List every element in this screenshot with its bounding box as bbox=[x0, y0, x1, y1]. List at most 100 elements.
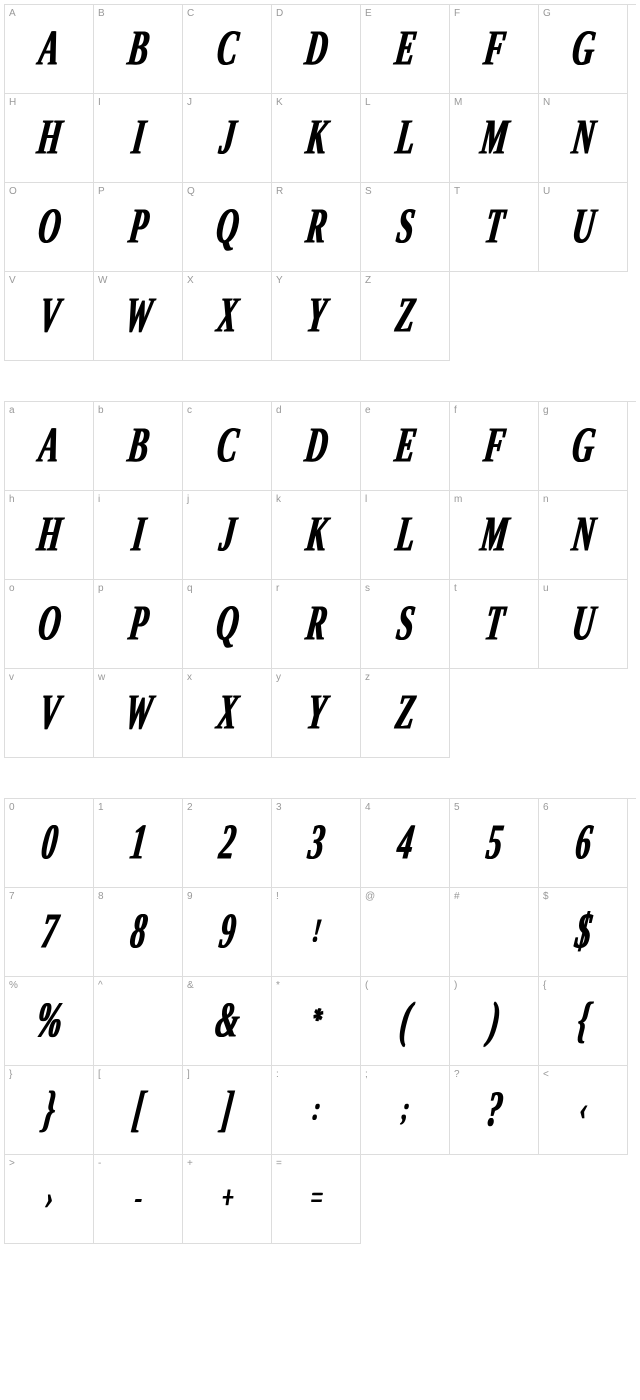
glyph-cell: :: bbox=[272, 1066, 361, 1155]
glyph-cell: LL bbox=[361, 94, 450, 183]
glyph-cell: 00 bbox=[5, 799, 94, 888]
cell-glyph: V bbox=[11, 263, 87, 369]
glyph-cell bbox=[361, 1155, 450, 1244]
glyph-cell: oO bbox=[5, 580, 94, 669]
glyph-cell: 99 bbox=[183, 888, 272, 977]
cell-label: 6 bbox=[543, 802, 549, 813]
cell-label: % bbox=[9, 980, 18, 991]
glyph-cell: %% bbox=[5, 977, 94, 1066]
glyph-cell: >› bbox=[5, 1155, 94, 1244]
cell-label: v bbox=[9, 672, 14, 683]
glyph-cell: 22 bbox=[183, 799, 272, 888]
glyph-cell: lL bbox=[361, 491, 450, 580]
glyph-cell: JJ bbox=[183, 94, 272, 183]
glyph-cell: vV bbox=[5, 669, 94, 758]
cell-label: ! bbox=[276, 891, 279, 902]
cell-glyph: Y bbox=[278, 263, 354, 369]
cell-label: 3 bbox=[276, 802, 282, 813]
glyph-cell: # bbox=[450, 888, 539, 977]
cell-label: $ bbox=[543, 891, 549, 902]
cell-label: Y bbox=[276, 275, 283, 286]
cell-label: S bbox=[365, 186, 372, 197]
glyph-cell: 66 bbox=[539, 799, 628, 888]
cell-label: p bbox=[98, 583, 104, 594]
cell-label: M bbox=[454, 97, 462, 108]
glyph-cell: YY bbox=[272, 272, 361, 361]
glyph-cell bbox=[450, 669, 539, 758]
cell-label: a bbox=[9, 405, 15, 416]
cell-label: ) bbox=[454, 980, 457, 991]
glyph-cell: @ bbox=[361, 888, 450, 977]
glyph-cell: XX bbox=[183, 272, 272, 361]
cell-label: ^ bbox=[98, 980, 103, 991]
glyph-cell: {{ bbox=[539, 977, 628, 1066]
glyph-cell: FF bbox=[450, 5, 539, 94]
cell-label: B bbox=[98, 8, 105, 19]
cell-label: - bbox=[98, 1158, 101, 1169]
cell-glyph: U bbox=[545, 174, 621, 280]
glyph-cell: 44 bbox=[361, 799, 450, 888]
cell-label: { bbox=[543, 980, 546, 991]
cell-label: Q bbox=[187, 186, 195, 197]
glyph-cell: xX bbox=[183, 669, 272, 758]
cell-label: h bbox=[9, 494, 15, 505]
glyph-cell bbox=[450, 272, 539, 361]
cell-label: k bbox=[276, 494, 281, 505]
cell-label: > bbox=[9, 1158, 15, 1169]
cell-label: = bbox=[276, 1158, 282, 1169]
cell-label: ? bbox=[454, 1069, 460, 1080]
glyph-cell: hH bbox=[5, 491, 94, 580]
cell-label: N bbox=[543, 97, 550, 108]
symbols-grid: 00112233445566778899!!@#$$%%^&&**(()){{}… bbox=[4, 798, 636, 1244]
cell-glyph: T bbox=[456, 571, 532, 677]
cell-label: t bbox=[454, 583, 457, 594]
cell-label: & bbox=[187, 980, 194, 991]
cell-glyph: W bbox=[100, 660, 176, 766]
cell-label: 8 bbox=[98, 891, 104, 902]
glyph-cell: aA bbox=[5, 402, 94, 491]
glyph-cell: CC bbox=[183, 5, 272, 94]
cell-glyph: ; bbox=[367, 1057, 443, 1163]
uppercase-grid: AABBCCDDEEFFGGHHIIJJKKLLMMNNOOPPQQRRSSTT… bbox=[4, 4, 636, 361]
cell-label: i bbox=[98, 494, 100, 505]
cell-label: n bbox=[543, 494, 549, 505]
cell-label: b bbox=[98, 405, 104, 416]
glyph-cell bbox=[539, 669, 628, 758]
glyph-cell: 88 bbox=[94, 888, 183, 977]
glyph-cell: zZ bbox=[361, 669, 450, 758]
cell-glyph: T bbox=[456, 174, 532, 280]
cell-label: 1 bbox=[98, 802, 104, 813]
glyph-cell: 11 bbox=[94, 799, 183, 888]
cell-label: C bbox=[187, 8, 194, 19]
glyph-cell: 33 bbox=[272, 799, 361, 888]
glyph-cell: 77 bbox=[5, 888, 94, 977]
glyph-cell: WW bbox=[94, 272, 183, 361]
lowercase-section: aAbBcCdDeEfFgGhHiIjJkKlLmMnNoOpPqQrRsStT… bbox=[4, 401, 636, 758]
cell-label: d bbox=[276, 405, 282, 416]
cell-label: W bbox=[98, 275, 107, 286]
glyph-cell: VV bbox=[5, 272, 94, 361]
cell-glyph: + bbox=[189, 1146, 265, 1252]
cell-label: s bbox=[365, 583, 370, 594]
cell-label: K bbox=[276, 97, 283, 108]
glyph-cell: $$ bbox=[539, 888, 628, 977]
cell-label: * bbox=[276, 980, 280, 991]
glyph-cell: NN bbox=[539, 94, 628, 183]
glyph-cell bbox=[450, 1155, 539, 1244]
glyph-cell: TT bbox=[450, 183, 539, 272]
glyph-cell: qQ bbox=[183, 580, 272, 669]
cell-glyph: › bbox=[11, 1146, 87, 1252]
glyph-cell: ZZ bbox=[361, 272, 450, 361]
glyph-cell: fF bbox=[450, 402, 539, 491]
glyph-cell: iI bbox=[94, 491, 183, 580]
glyph-cell: ^ bbox=[94, 977, 183, 1066]
glyph-cell: ;; bbox=[361, 1066, 450, 1155]
uppercase-section: AABBCCDDEEFFGGHHIIJJKKLLMMNNOOPPQQRRSSTT… bbox=[4, 4, 636, 361]
glyph-cell: tT bbox=[450, 580, 539, 669]
cell-glyph: ‹ bbox=[545, 1057, 621, 1163]
cell-label: D bbox=[276, 8, 283, 19]
glyph-cell: bB bbox=[94, 402, 183, 491]
glyph-cell bbox=[539, 1155, 628, 1244]
glyph-cell: wW bbox=[94, 669, 183, 758]
cell-glyph: W bbox=[100, 263, 176, 369]
